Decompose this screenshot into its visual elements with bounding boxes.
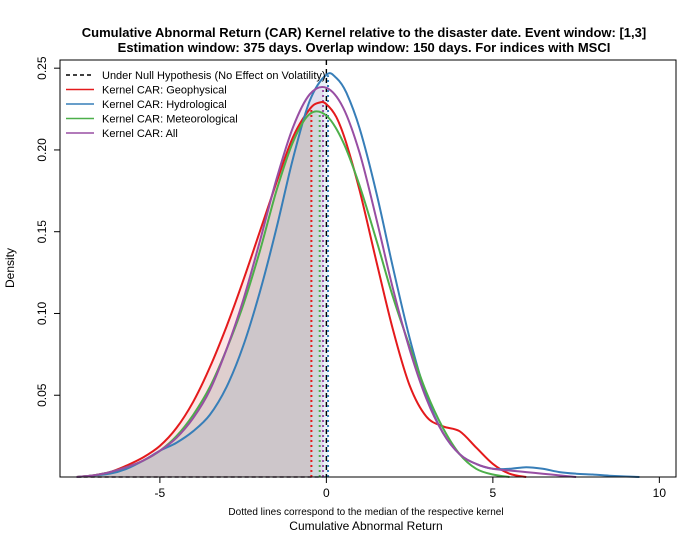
x-tick-label-2: 5	[490, 486, 497, 500]
y-tick-label-4: 0.25	[35, 56, 49, 80]
x-tick-label-3: 10	[653, 486, 667, 500]
series-area-3	[76, 89, 323, 477]
axes: -5 0 5 10 0.05 0.10 0.15 0.20 0.25	[35, 56, 666, 500]
y-tick-label-3: 0.20	[35, 138, 49, 162]
x-tick-label-0: -5	[155, 486, 166, 500]
legend-label-1: Kernel CAR: Hydrological	[102, 99, 227, 111]
series-line-0	[76, 101, 527, 478]
legend: Under Null Hypothesis (No Effect on Vola…	[66, 70, 326, 140]
legend-label-null: Under Null Hypothesis (No Effect on Vola…	[102, 70, 326, 82]
x-axis-label: Cumulative Abnormal Return	[289, 519, 442, 533]
median-note: Dotted lines correspond to the median of…	[228, 507, 503, 518]
series-area-2	[76, 112, 320, 478]
y-axis-label: Density	[3, 248, 17, 288]
plot-frame	[59, 59, 677, 478]
y-tick-label-1: 0.10	[35, 301, 49, 325]
series-area-0	[76, 106, 312, 477]
legend-label-0: Kernel CAR: Geophysical	[102, 85, 227, 97]
legend-label-2: Kernel CAR: Meteorological	[102, 114, 238, 126]
y-tick-label-2: 0.15	[35, 220, 49, 244]
legend-label-3: Kernel CAR: All	[102, 128, 178, 140]
series-line-3	[76, 85, 577, 478]
series-area-1	[76, 72, 329, 477]
x-tick-label-1: 0	[323, 486, 330, 500]
series-line-1	[76, 72, 640, 478]
y-tick-label-0: 0.05	[35, 383, 49, 407]
chart-title-line1: Cumulative Abnormal Return (CAR) Kernel …	[82, 25, 646, 40]
chart-title-line2: Estimation window: 375 days. Overlap win…	[118, 40, 611, 55]
plot-area	[76, 60, 640, 478]
